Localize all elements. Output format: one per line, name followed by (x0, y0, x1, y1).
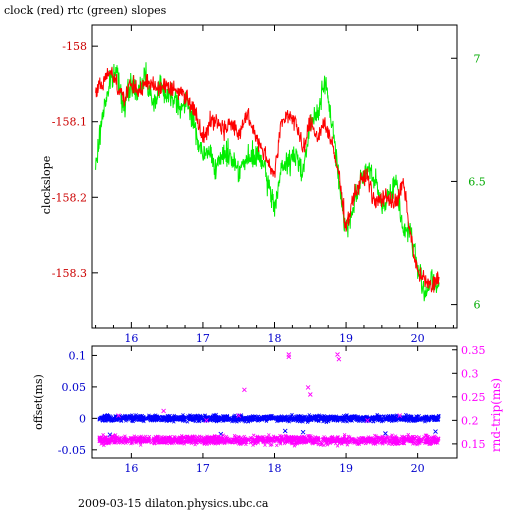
clock-slope-line (95, 67, 440, 293)
bottom-y-tick-label: 0.1 (69, 349, 87, 362)
offset-outliers (107, 428, 438, 438)
bottom-y2-tick-label: 0.15 (461, 438, 486, 451)
top-x-tick-label: 17 (196, 332, 210, 345)
bottom-y-tick-label: 0 (79, 412, 86, 425)
top-y-tick-label: -158 (62, 40, 87, 53)
top-y-tick-label: -158.3 (52, 267, 87, 280)
bottom-y2-tick-label: 0.2 (461, 414, 479, 427)
top-x-tick-label: 18 (268, 332, 282, 345)
top-x-tick-label: 19 (339, 332, 353, 345)
bottom-y-tick-label: -0.05 (58, 444, 86, 457)
rtc-slope-line (95, 62, 440, 302)
top-y-axis-label: clockslope (40, 156, 53, 214)
top-x-tick-label: 20 (411, 332, 425, 345)
footer-caption: 2009-03-15 dilaton.physics.ubc.ca (78, 497, 269, 510)
bottom-y2-tick-label: 0.35 (461, 344, 486, 357)
bottom-y-axis-label: offset(ms) (32, 374, 45, 430)
top-y-tick-label: -158.2 (52, 191, 87, 204)
bottom-plot-data (97, 352, 441, 448)
top-y2-tick-label: 6 (474, 299, 481, 312)
offset-markers (97, 412, 441, 425)
bottom-right-axis-label: rnd-trip(ms) (489, 378, 503, 452)
bottom-y-tick-label: 0.05 (62, 381, 87, 394)
bottom-plot-axes: 16 17 18 19 20 0.1 0.05 0 -0.05 0.35 0.3 0.25 0.2 0.1… (58, 344, 486, 475)
rnd-trip-outliers (116, 352, 403, 423)
bottom-x-tick-label: 16 (124, 462, 138, 475)
bottom-x-tick-label: 17 (196, 462, 210, 475)
top-plot-axes: 16 17 18 19 20 -158 -158.1 -158.2 -158.3 7 6.5 6 (52, 25, 486, 345)
bottom-y2-tick-label: 0.25 (461, 391, 486, 404)
top-x-tick-label: 16 (124, 332, 138, 345)
bottom-x-tick-label: 19 (339, 462, 353, 475)
bottom-x-tick-label: 18 (268, 462, 282, 475)
bottom-y2-tick-label: 0.3 (461, 367, 479, 380)
rnd-trip-markers (97, 432, 441, 448)
top-y-tick-label: -158.1 (52, 116, 87, 129)
bottom-x-tick-label: 20 (411, 462, 425, 475)
top-plot-data (95, 62, 440, 302)
chart-title: clock (red) rtc (green) slopes (4, 4, 167, 17)
top-y2-tick-label: 6.5 (468, 175, 486, 188)
top-y2-tick-label: 7 (474, 52, 481, 65)
